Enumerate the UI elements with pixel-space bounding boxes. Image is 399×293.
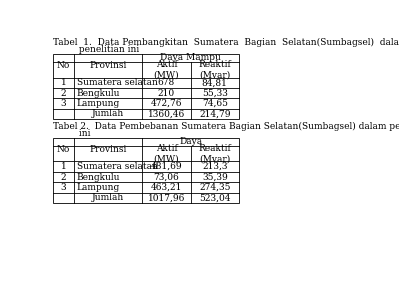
Text: 463,21: 463,21 — [151, 183, 182, 192]
Bar — [53, 138, 239, 203]
Text: No: No — [57, 145, 70, 154]
Text: 35,39: 35,39 — [202, 173, 228, 182]
Text: Aktif
(MW): Aktif (MW) — [154, 144, 179, 163]
Text: 274,35: 274,35 — [199, 183, 231, 192]
Text: 55,33: 55,33 — [202, 88, 228, 98]
Text: 74,65: 74,65 — [202, 99, 228, 108]
Text: Reaktif
(Mvar): Reaktif (Mvar) — [198, 60, 231, 79]
Text: 1: 1 — [61, 162, 67, 171]
Text: Daya: Daya — [179, 137, 202, 146]
Text: Bengkulu: Bengkulu — [77, 88, 120, 98]
Text: Lampung: Lampung — [77, 183, 120, 192]
Text: Jumlah: Jumlah — [92, 109, 124, 118]
Text: ini: ini — [53, 129, 91, 138]
Text: 1017,96: 1017,96 — [148, 193, 185, 202]
Bar — [53, 54, 239, 119]
Text: Reaktif
(Mvar): Reaktif (Mvar) — [198, 144, 231, 163]
Text: 2: 2 — [61, 88, 67, 98]
Text: 210: 210 — [158, 88, 175, 98]
Text: Tabel 2.  Data Pembebanan Sumatera Bagian Selatan(Sumbagsel) dalam penelitian: Tabel 2. Data Pembebanan Sumatera Bagian… — [53, 122, 399, 131]
Text: 3: 3 — [61, 99, 67, 108]
Text: 213,3: 213,3 — [202, 162, 227, 171]
Text: Provinsi: Provinsi — [90, 145, 127, 154]
Text: penelitian ini: penelitian ini — [53, 45, 139, 54]
Text: 1360,46: 1360,46 — [148, 109, 185, 118]
Text: Daya Mampu: Daya Mampu — [160, 53, 221, 62]
Text: 678: 678 — [158, 78, 175, 87]
Text: 214,79: 214,79 — [199, 109, 231, 118]
Text: No: No — [57, 61, 70, 70]
Text: Bengkulu: Bengkulu — [77, 173, 120, 182]
Text: 481,69: 481,69 — [151, 162, 182, 171]
Text: 3: 3 — [61, 183, 67, 192]
Text: Sumatera selatan: Sumatera selatan — [77, 78, 158, 87]
Text: Jumlah: Jumlah — [92, 193, 124, 202]
Text: 523,04: 523,04 — [199, 193, 231, 202]
Text: Lampung: Lampung — [77, 99, 120, 108]
Text: 73,06: 73,06 — [154, 173, 179, 182]
Text: Aktif
(MW): Aktif (MW) — [154, 60, 179, 79]
Text: Tabel  1.  Data Pembangkitan  Sumatera  Bagian  Selatan(Sumbagsel)  dalam: Tabel 1. Data Pembangkitan Sumatera Bagi… — [53, 38, 399, 47]
Text: Sumatera selatan: Sumatera selatan — [77, 162, 158, 171]
Text: 1: 1 — [61, 78, 67, 87]
Text: 84,81: 84,81 — [202, 78, 228, 87]
Text: Provinsi: Provinsi — [90, 61, 127, 70]
Text: 2: 2 — [61, 173, 67, 182]
Text: 472,76: 472,76 — [151, 99, 182, 108]
